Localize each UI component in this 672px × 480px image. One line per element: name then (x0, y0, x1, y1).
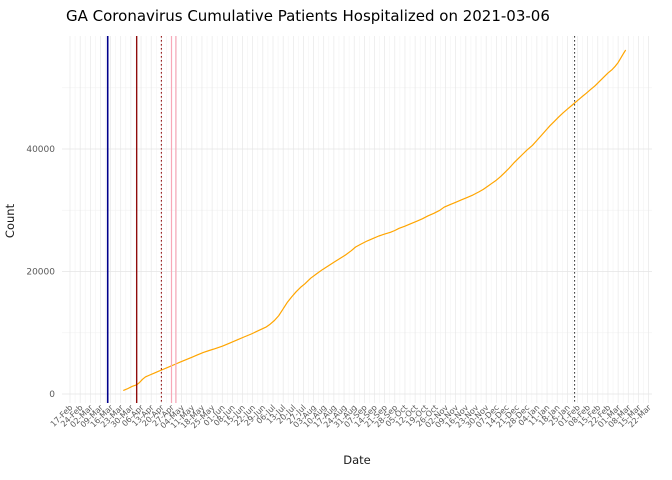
x-axis-title: Date (343, 453, 371, 467)
series-line (123, 49, 626, 391)
y-axis-title: Count (3, 203, 17, 238)
chart-title: GA Coronavirus Cumulative Patients Hospi… (66, 7, 550, 25)
y-tick-label: 0 (49, 390, 55, 400)
axis-tick-labels: 17-Feb24-Feb02-Mar09-Mar16-Mar23-Mar30-M… (26, 145, 653, 430)
y-tick-label: 20000 (26, 268, 55, 278)
reference-lines (106, 36, 576, 403)
gridlines (62, 36, 652, 403)
y-tick-label: 40000 (26, 145, 55, 155)
